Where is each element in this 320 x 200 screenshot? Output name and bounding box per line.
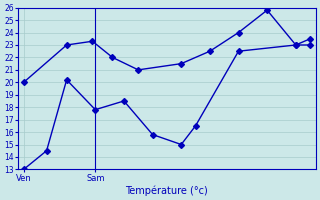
X-axis label: Température (°c): Température (°c) xyxy=(125,185,208,196)
